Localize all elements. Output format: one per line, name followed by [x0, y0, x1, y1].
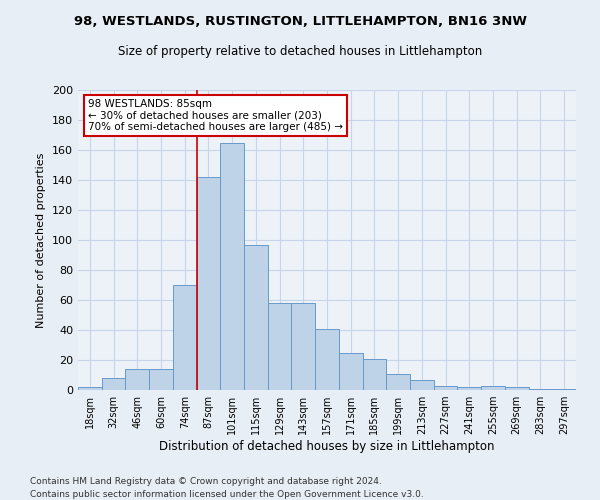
Bar — [529, 388, 552, 390]
Bar — [197, 177, 220, 390]
Bar — [220, 142, 244, 390]
Bar — [125, 369, 149, 390]
Bar — [173, 285, 197, 390]
Bar — [410, 380, 434, 390]
Bar — [457, 387, 481, 390]
Bar — [315, 328, 339, 390]
Bar — [505, 387, 529, 390]
Y-axis label: Number of detached properties: Number of detached properties — [37, 152, 46, 328]
Bar — [434, 386, 457, 390]
Text: 98, WESTLANDS, RUSTINGTON, LITTLEHAMPTON, BN16 3NW: 98, WESTLANDS, RUSTINGTON, LITTLEHAMPTON… — [74, 15, 527, 28]
Text: Contains public sector information licensed under the Open Government Licence v3: Contains public sector information licen… — [30, 490, 424, 499]
Bar — [386, 374, 410, 390]
Bar — [268, 303, 292, 390]
Bar — [78, 387, 102, 390]
Bar — [149, 369, 173, 390]
Bar — [552, 388, 576, 390]
Bar — [362, 358, 386, 390]
Text: Size of property relative to detached houses in Littlehampton: Size of property relative to detached ho… — [118, 45, 482, 58]
Text: Contains HM Land Registry data © Crown copyright and database right 2024.: Contains HM Land Registry data © Crown c… — [30, 478, 382, 486]
Bar — [481, 386, 505, 390]
Bar — [292, 303, 315, 390]
X-axis label: Distribution of detached houses by size in Littlehampton: Distribution of detached houses by size … — [159, 440, 495, 453]
Text: 98 WESTLANDS: 85sqm
← 30% of detached houses are smaller (203)
70% of semi-detac: 98 WESTLANDS: 85sqm ← 30% of detached ho… — [88, 99, 343, 132]
Bar — [339, 352, 362, 390]
Bar — [102, 378, 125, 390]
Bar — [244, 244, 268, 390]
